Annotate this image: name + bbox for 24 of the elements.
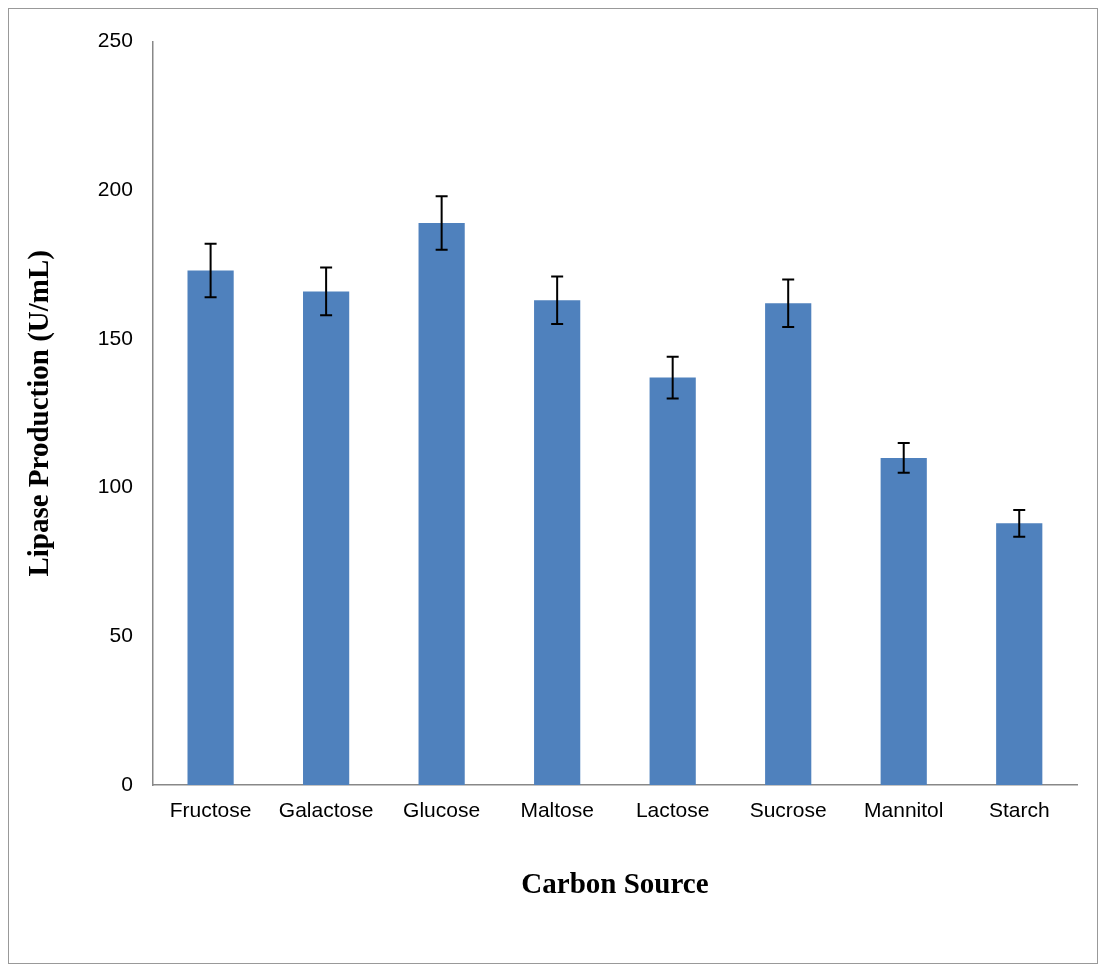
y-tick-label: 250 — [97, 28, 133, 52]
bar — [303, 291, 350, 785]
bar — [880, 457, 927, 785]
bar — [649, 377, 696, 785]
bar — [418, 222, 465, 785]
y-tick-label: 50 — [109, 623, 133, 647]
x-tick-label: Sucrose — [749, 798, 827, 822]
y-tick-label: 0 — [121, 771, 133, 795]
x-tick-label: Mannitol — [864, 798, 944, 822]
bar — [765, 303, 812, 785]
bar — [534, 300, 581, 785]
y-axis-title: Lipase Production (U/mL) — [21, 250, 55, 577]
y-tick-label: 200 — [97, 177, 133, 201]
x-axis-title: Carbon Source — [521, 867, 709, 900]
x-tick-label: Starch — [988, 798, 1050, 822]
bar — [996, 523, 1043, 785]
bar — [187, 270, 234, 785]
x-tick-label: Lactose — [635, 798, 710, 822]
x-tick-label: Maltose — [520, 798, 594, 822]
x-tick-label: Glucose — [403, 798, 481, 822]
x-tick-label: Galactose — [278, 798, 374, 822]
y-tick-label: 150 — [97, 325, 133, 349]
y-tick-label: 100 — [97, 474, 133, 498]
x-tick-label: Fructose — [169, 798, 252, 822]
